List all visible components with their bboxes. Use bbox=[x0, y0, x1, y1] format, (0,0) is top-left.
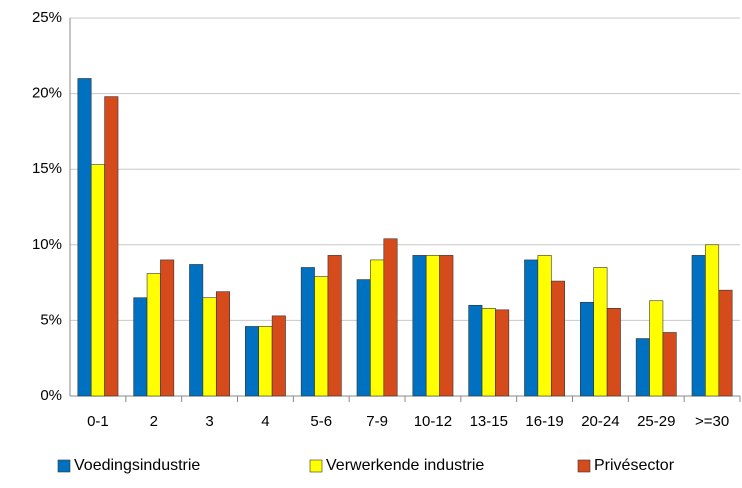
bar bbox=[245, 326, 260, 397]
bar bbox=[258, 326, 273, 397]
y-tick-label: 15% bbox=[32, 160, 62, 177]
bar bbox=[691, 255, 706, 397]
legend-label: Verwerkende industrie bbox=[326, 457, 484, 474]
x-tick-label: 5-6 bbox=[310, 413, 332, 430]
bar bbox=[160, 259, 175, 397]
bar bbox=[580, 301, 595, 397]
bar bbox=[215, 291, 230, 397]
bar bbox=[327, 255, 342, 397]
x-tick-label: 25-29 bbox=[637, 413, 675, 430]
bar bbox=[439, 255, 454, 397]
bar bbox=[649, 300, 664, 397]
x-tick-label: 0-1 bbox=[87, 413, 109, 430]
bar bbox=[383, 238, 398, 397]
x-tick-label: 13-15 bbox=[470, 413, 508, 430]
bar bbox=[189, 264, 204, 397]
legend-label: Privésector bbox=[594, 457, 675, 474]
bar bbox=[705, 244, 720, 397]
bar bbox=[314, 276, 329, 397]
y-tick-label: 20% bbox=[32, 85, 62, 102]
x-tick-label: 20-24 bbox=[581, 413, 619, 430]
bar bbox=[481, 308, 496, 397]
bar bbox=[606, 308, 621, 397]
legend-label: Voedingsindustrie bbox=[74, 457, 200, 474]
bar bbox=[524, 259, 539, 397]
bar bbox=[133, 297, 148, 397]
x-tick-label: 10-12 bbox=[414, 413, 452, 430]
bar bbox=[593, 267, 608, 397]
bar bbox=[718, 289, 733, 397]
y-tick-label: 0% bbox=[40, 387, 62, 404]
bar bbox=[495, 309, 510, 397]
bar bbox=[271, 315, 286, 397]
y-tick-label: 5% bbox=[40, 311, 62, 328]
x-tick-label: 2 bbox=[150, 413, 158, 430]
y-tick-label: 10% bbox=[32, 236, 62, 253]
bar bbox=[662, 332, 677, 397]
bar bbox=[412, 255, 427, 397]
bar bbox=[468, 304, 483, 397]
x-tick-label: 7-9 bbox=[366, 413, 388, 430]
legend-swatch bbox=[577, 459, 591, 473]
bar bbox=[202, 297, 217, 397]
bar bbox=[550, 280, 565, 397]
x-tick-label: 4 bbox=[261, 413, 269, 430]
x-tick-label: 16-19 bbox=[525, 413, 563, 430]
bar bbox=[425, 255, 440, 397]
bar bbox=[356, 279, 371, 397]
bar bbox=[300, 267, 315, 397]
bar bbox=[370, 259, 385, 397]
legend-swatch bbox=[309, 459, 323, 473]
y-tick-label: 25% bbox=[32, 9, 62, 26]
bar bbox=[104, 96, 119, 397]
bar bbox=[77, 78, 92, 397]
bar bbox=[537, 255, 552, 397]
legend-swatch bbox=[57, 459, 71, 473]
bar bbox=[146, 273, 161, 397]
x-tick-label: 3 bbox=[205, 413, 213, 430]
x-tick-label: >=30 bbox=[695, 413, 729, 430]
bar bbox=[90, 164, 105, 397]
bar bbox=[635, 338, 650, 397]
